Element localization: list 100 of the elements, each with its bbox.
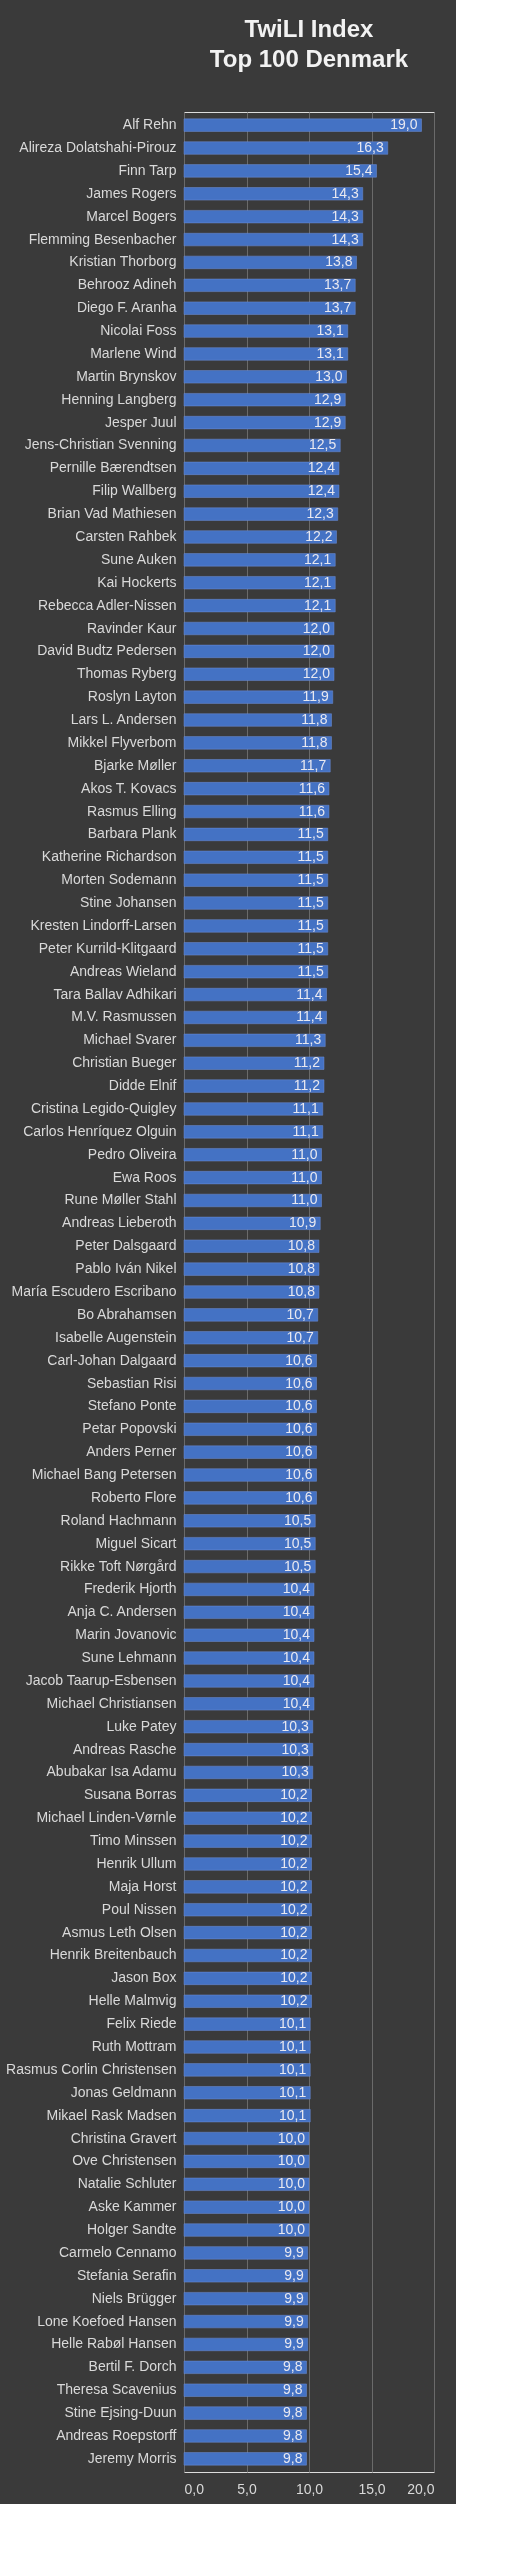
data-label: 10,6 [285,1374,313,1391]
data-label: 10,7 [286,1305,314,1322]
data-label: 10,3 [281,1740,309,1757]
data-label: 9,8 [283,2449,303,2466]
data-label: 10,6 [285,1420,313,1437]
data-label: 10,6 [285,1397,313,1414]
data-label: 10,3 [281,1717,309,1734]
y-tick-label: Stefano Ponte [87,1397,177,1414]
y-tick-label: Michael Linden-Vørnle [36,1809,177,1826]
y-tick-label: Mikael Rask Madsen [46,2106,177,2123]
chart-title: TwiLI Index Top 100 Denmark [209,15,409,72]
y-tick-label: Anders Perner [86,1443,177,1460]
data-label: 11,5 [297,962,324,979]
y-tick-label: Stine Ejsing-Duun [64,2404,177,2421]
data-label: 13,1 [316,322,344,339]
data-label: 10,5 [284,1534,312,1551]
data-label: 9,9 [284,2266,304,2283]
y-tick-label: Alireza Dolatshahi-Pirouz [19,139,177,156]
data-label: 9,8 [283,2381,303,2398]
y-tick-label: Tara Ballav Adhikari [53,985,177,1002]
y-tick-label: Lars L. Andersen [70,711,177,728]
y-tick-label: Helle Malmvig [88,1992,177,2009]
data-label: 10,0 [277,2221,306,2238]
data-label: 10,3 [281,1763,309,1780]
data-label: 10,0 [277,2129,306,2146]
y-tick-label: Aske Kammer [88,2198,177,2215]
y-tick-label: Andreas Lieberoth [62,1214,177,1231]
data-label: 10,8 [287,1283,316,1299]
data-label: 10,1 [279,2038,307,2055]
y-tick-label: Natalie Schluter [77,2175,177,2192]
y-tick-label: Asmus Leth Olsen [62,1923,177,1940]
y-tick-label: Jonas Geldmann [70,2083,177,2100]
y-tick-label: Bertil F. Dorch [88,2358,177,2375]
y-tick-label: Felix Riede [106,2015,177,2032]
data-label: 10,2 [280,1877,308,1894]
y-tick-label: Peter Dalsgaard [75,1237,177,1254]
data-label: 11,3 [295,1031,322,1048]
x-tick-label: 5,0 [237,2480,257,2497]
data-label: 11,5 [297,916,324,933]
data-label: 10,1 [279,2083,307,2100]
y-tick-label: Rebecca Adler-Nissen [37,596,177,613]
y-tick-label: Bo Abrahamsen [76,1305,177,1322]
data-label: 12,5 [309,436,337,453]
data-label: 11,0 [291,1191,318,1208]
data-label: 11,0 [291,1145,318,1162]
data-label: 10,2 [280,1900,308,1917]
data-label: 10,9 [289,1214,317,1231]
data-label: 9,9 [284,2289,304,2306]
data-label: 13,8 [325,253,353,270]
y-tick-label: Alf Rehn [122,116,177,133]
data-label: 14,3 [331,230,359,247]
data-label: 11,6 [298,779,326,796]
data-label: 15,4 [345,161,373,178]
y-tick-label: Carl-Johan Dalgaard [47,1351,177,1368]
y-tick-label: Henrik Breitenbauch [49,1946,177,1963]
y-tick-label: Finn Tarp [118,161,177,178]
data-label: 10,4 [282,1580,311,1597]
y-tick-label: Nicolai Foss [100,322,177,339]
y-tick-label: Ove Christensen [72,2152,177,2169]
y-tick-label: Michael Christiansen [46,1694,177,1711]
data-label: 11,7 [300,756,327,773]
y-tick-label: Rasmus Elling [87,802,177,819]
data-label: 10,4 [282,1694,311,1711]
y-tick-label: Brian Vad Mathiesen [47,505,177,522]
y-tick-label: Stefania Serafin [76,2266,177,2283]
data-label: 12,9 [314,413,342,430]
y-tick-label: Jeremy Morris [87,2449,177,2466]
data-label: 14,3 [331,207,359,224]
y-tick-label: James Rogers [86,184,177,201]
y-tick-label: Morten Sodemann [61,871,177,888]
data-label: 9,9 [284,2312,304,2329]
data-label: 10,2 [280,1786,308,1803]
data-label: 10,2 [280,1809,308,1826]
data-label: 13,0 [315,367,343,384]
data-label: 11,6 [298,802,326,819]
data-label: 10,7 [286,1328,314,1345]
y-tick-label: Niels Brügger [91,2289,177,2306]
y-tick-label: Jesper Juul [104,413,177,430]
y-tick-label: Susana Borras [83,1786,177,1803]
y-tick-label: Sune Auken [100,550,177,567]
data-label: 10,4 [282,1649,311,1666]
y-tick-label: Carmelo Cennamo [59,2243,177,2260]
data-label: 11,4 [296,985,323,1002]
y-tick-label: Holger Sandte [86,2221,177,2238]
data-label: 10,0 [277,2175,306,2192]
y-tick-label: Michael Svarer [83,1031,177,1048]
y-tick-label: Barbara Plank [87,825,178,842]
data-label: 13,7 [324,299,352,316]
y-tick-label: Akos T. Kovacs [81,779,177,796]
data-label: 12,1 [304,596,332,613]
y-tick-label: Anja C. Andersen [67,1603,177,1620]
y-tick-label: Jacob Taarup-Esbensen [25,1671,177,1688]
y-tick-label: Rasmus Corlin Christensen [6,2060,177,2077]
data-label: 9,8 [283,2404,303,2421]
data-label: 16,3 [356,139,384,156]
data-label: 10,2 [280,1923,308,1940]
data-label: 10,2 [280,1946,308,1963]
y-tick-label: Henrik Ullum [96,1854,177,1871]
y-tick-label: Peter Kurrild-Klitgaard [38,939,177,956]
y-tick-label: Rikke Toft Nørgård [60,1557,177,1574]
